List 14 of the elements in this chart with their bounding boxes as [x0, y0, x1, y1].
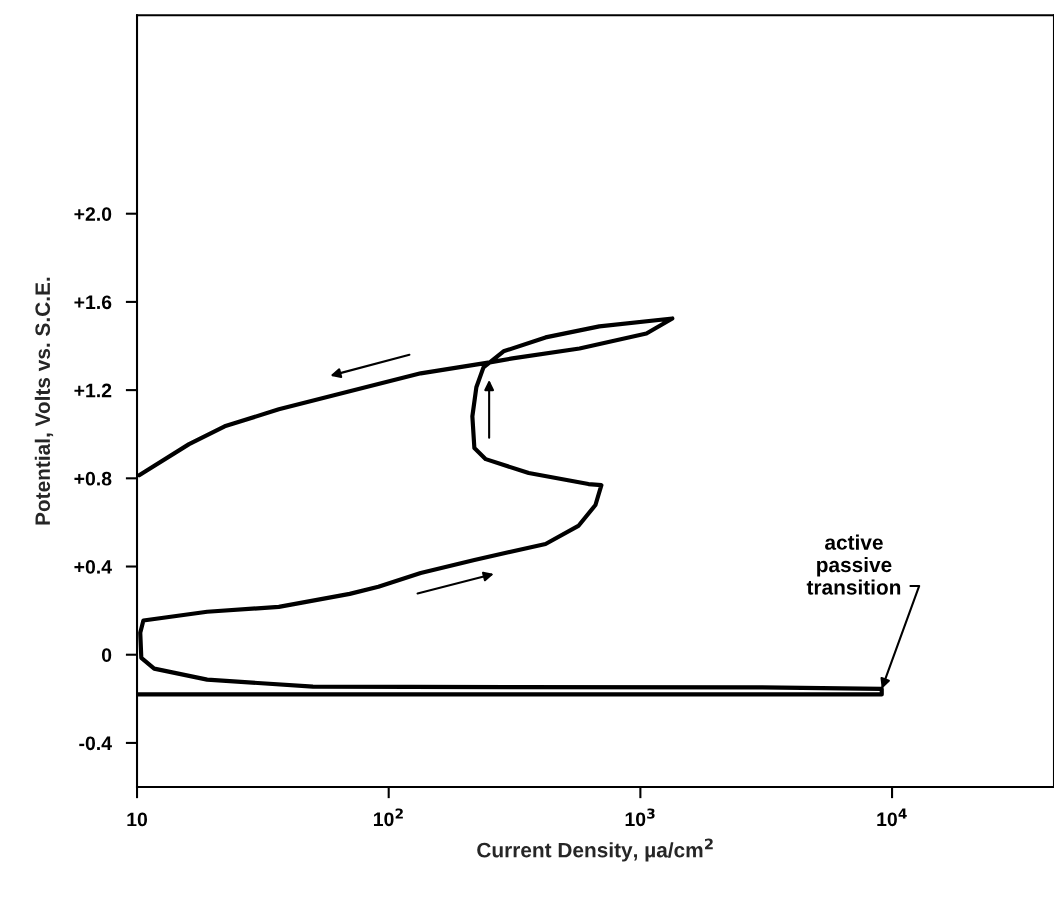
y-tick-label: -0.4	[79, 736, 112, 751]
y-tick-label: +0.8	[74, 471, 112, 486]
x-axis-title: Current Density, µa/cm$^{2}$	[477, 838, 713, 862]
x-tick-label: 10$^{4}$	[877, 808, 907, 827]
x-tick-label: 10$^{3}$	[625, 808, 655, 827]
y-axis-title: Potential, Volts vs. S.C.E.	[34, 277, 54, 525]
y-tick-label: 0	[101, 648, 112, 662]
y-tick-label: +0.4	[74, 559, 112, 574]
y-tick-label: +1.6	[74, 295, 112, 310]
x-tick-label: 10	[127, 812, 148, 827]
x-tick-label: 10$^{2}$	[373, 808, 403, 827]
y-tick-label: +1.2	[74, 383, 112, 398]
y-tick-label: +2.0	[74, 207, 112, 221]
annotation: active passive transition	[806, 534, 901, 595]
